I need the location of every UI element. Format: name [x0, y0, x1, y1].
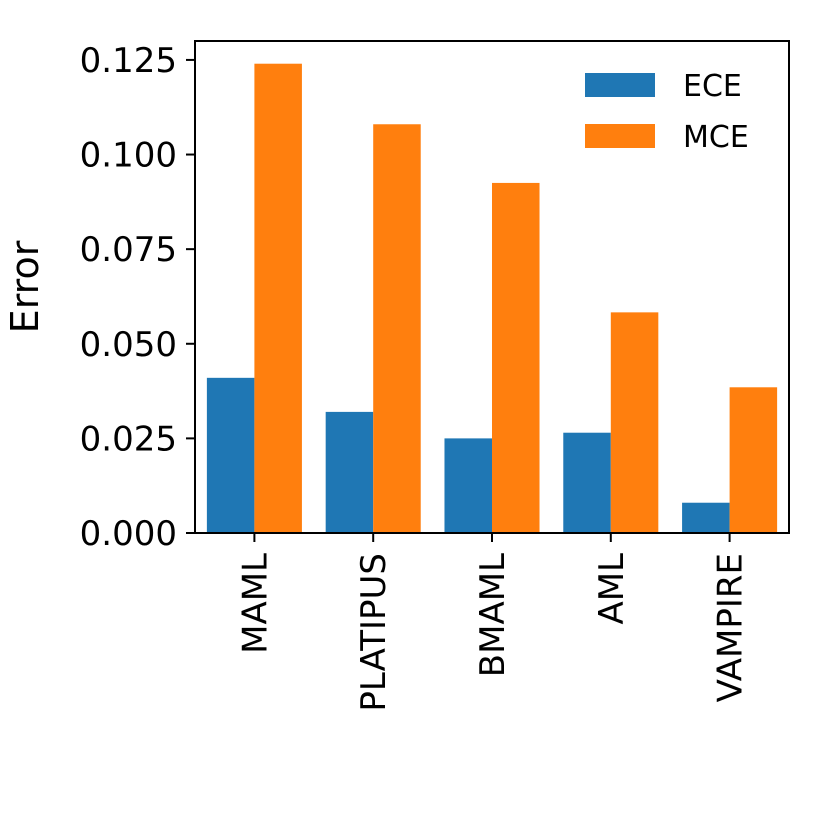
y-tick-label: 0.100 — [80, 136, 177, 176]
bar-ece-platipus — [325, 411, 374, 533]
legend: ECE MCE — [585, 69, 749, 155]
y-tick-label: 0.050 — [80, 325, 177, 365]
legend-label-mce: MCE — [683, 120, 749, 155]
bar-ece-vampire — [682, 502, 730, 533]
y-tick-label: 0.125 — [80, 41, 177, 81]
x-tick-label-aml: AML — [592, 553, 632, 625]
x-tick-label-maml: MAML — [235, 553, 275, 654]
legend-label-ece: ECE — [683, 69, 742, 104]
y-tick-label: 0.075 — [80, 230, 177, 270]
y-axis-ticks: 0.000 0.025 0.050 0.075 0.100 0.125 — [80, 41, 195, 554]
x-axis-ticks: MAML PLATIPUS BMAML AML VAMPIRE — [235, 533, 751, 712]
bars-group — [206, 63, 778, 533]
bar-mce-vampire — [729, 387, 778, 533]
bar-ece-bmaml — [444, 438, 492, 533]
bar-ece-aml — [563, 432, 611, 533]
x-tick-label-vampire: VAMPIRE — [711, 553, 751, 702]
x-tick-label-platipus: PLATIPUS — [354, 553, 394, 712]
y-tick-label: 0.000 — [80, 514, 177, 554]
plot-frame — [194, 40, 790, 534]
legend-swatch-mce — [585, 124, 655, 148]
bar-mce-aml — [610, 312, 659, 533]
bar-ece-maml — [206, 377, 255, 533]
legend-swatch-ece — [585, 73, 655, 97]
y-tick-label: 0.025 — [80, 419, 177, 459]
x-tick-label-bmaml: BMAML — [473, 553, 513, 677]
bar-mce-bmaml — [492, 182, 540, 533]
y-axis-label: Error — [3, 240, 47, 333]
bar-mce-maml — [254, 63, 302, 533]
bar-mce-platipus — [373, 124, 421, 533]
